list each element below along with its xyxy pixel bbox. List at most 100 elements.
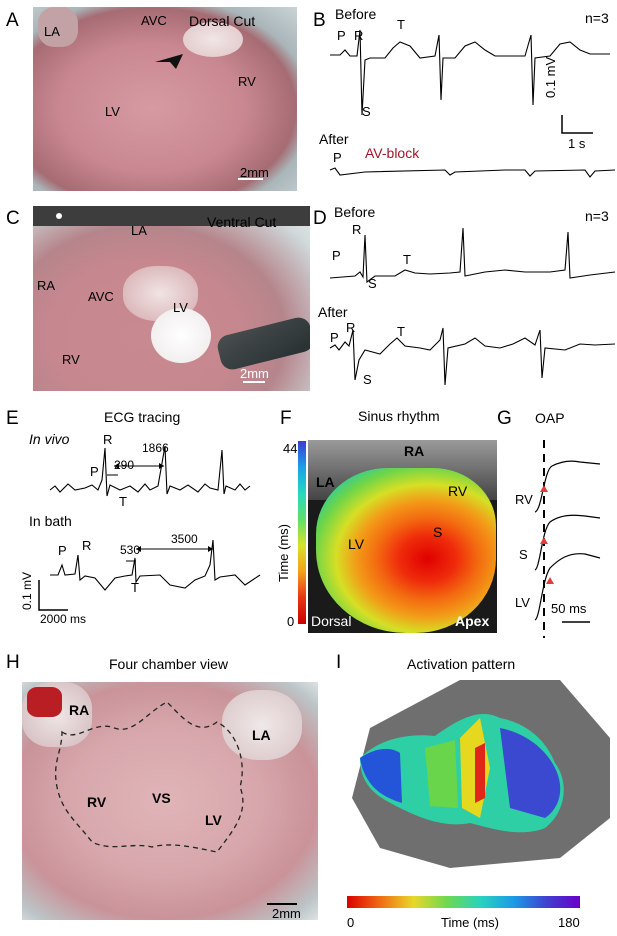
wave-s-after-d: S (363, 372, 372, 387)
la-tissue-h (222, 690, 302, 760)
wave-t-d: T (403, 252, 411, 267)
scale-label-g: 50 ms (551, 601, 587, 616)
wave-p-d: P (332, 248, 341, 263)
colorbar-f (298, 441, 306, 624)
wave-s-d: S (368, 276, 377, 291)
wave-t-after-d: T (397, 324, 405, 339)
panel-letter-h: H (6, 652, 20, 673)
marker-dot (56, 213, 62, 219)
label-rv-g: RV (515, 492, 533, 507)
arrowhead-icon (155, 54, 183, 69)
panel-letter-c: C (6, 208, 20, 229)
label-vs-h: VS (152, 790, 171, 806)
map-region-red (475, 743, 485, 803)
label-lv: LV (105, 104, 120, 119)
oap-marker-lv (546, 577, 554, 584)
label-ra-h: RA (69, 702, 90, 718)
label-after-d: After (318, 304, 348, 320)
interval-530: 530 (120, 543, 141, 557)
scale-v-b: 0.1 mV (543, 56, 558, 98)
cbar-min-i: 0 (347, 915, 355, 930)
oap-lv (534, 553, 601, 621)
panel-letter-d: D (313, 208, 327, 229)
interval-1866: 1866 (142, 441, 169, 455)
wave-r-bath: R (82, 538, 92, 553)
clamp-top (33, 206, 310, 226)
label-lv-h: LV (205, 812, 222, 828)
title-dorsal-cut: Dorsal Cut (189, 13, 256, 29)
label-dorsal-f: Dorsal (311, 613, 352, 629)
wave-r-after-d: R (346, 320, 356, 335)
label-n-b: n=3 (585, 10, 609, 26)
cbar-label-i: Time (ms) (441, 915, 500, 930)
dorsal-cut-photo (33, 7, 297, 191)
title-sinus-rhythm: Sinus rhythm (358, 408, 440, 424)
label-rv-f: RV (448, 483, 468, 499)
label-before-b: Before (335, 6, 377, 22)
wave-p-e: P (90, 464, 99, 479)
panel-a-overlay (155, 54, 263, 180)
wave-r-d: R (352, 222, 362, 237)
trace-before-d (329, 227, 616, 284)
map-region-right (500, 728, 561, 818)
oap-marker-s (540, 537, 548, 544)
wave-r-b: R (354, 28, 364, 43)
dashed-outline-ventricles (55, 701, 244, 853)
avc-region (183, 22, 243, 57)
cbar-min-f: 0 (287, 614, 295, 629)
label-la-f: LA (316, 474, 335, 490)
label-la-h: LA (252, 727, 271, 743)
label-in-bath: In bath (29, 513, 72, 529)
oap-traces (534, 440, 601, 638)
map-activation (316, 468, 496, 633)
scalebar-b (561, 115, 593, 134)
cbar-max-f: 44 (283, 441, 298, 456)
title-activation-pattern: Activation pattern (407, 656, 516, 672)
oap-marker-rv (540, 485, 548, 492)
label-before-d: Before (334, 204, 376, 220)
panel-letter-f: F (280, 408, 292, 429)
title-oap: OAP (535, 410, 565, 426)
title-ecg-tracing: ECG tracing (104, 409, 181, 425)
label-n-d: n=3 (585, 208, 609, 224)
label-av-block: AV-block (365, 145, 420, 161)
label-apex-f: Apex (455, 613, 490, 629)
label-avc: AVC (141, 13, 167, 28)
panel-c-overlay (56, 213, 265, 383)
panel-letter-a: A (6, 10, 19, 31)
label-avc-c: AVC (88, 289, 114, 304)
map-region-green (425, 740, 458, 808)
interval-290: 290 (114, 458, 135, 472)
label-rv-c: RV (62, 352, 80, 367)
scale-label-c: 2mm (240, 366, 269, 381)
scale-v-e: 0.1 mV (20, 571, 34, 610)
four-chamber-photo (22, 682, 318, 920)
wave-t-bath: T (131, 580, 139, 595)
title-ventral-cut: Ventral Cut (207, 214, 277, 230)
label-lv-g: LV (515, 595, 530, 610)
wave-p-after-d: P (330, 330, 339, 345)
oap-rv (534, 460, 601, 513)
trace-in-vivo (49, 445, 251, 497)
activation-map-i (352, 680, 610, 868)
label-rv-h: RV (87, 794, 107, 810)
wave-p-after-b: P (333, 150, 342, 165)
cbar-max-i: 180 (558, 915, 580, 930)
scale-label-a: 2mm (240, 165, 269, 180)
oap-s (534, 514, 601, 571)
label-la: LA (44, 24, 60, 39)
label-ra-c: RA (37, 278, 56, 293)
blood-clot (27, 687, 62, 717)
wave-p-bath: P (58, 543, 67, 558)
label-lv-c: LV (173, 300, 188, 315)
scale-label-h: 2mm (272, 906, 301, 921)
panel-letter-e: E (6, 408, 19, 429)
trace-before-b (330, 29, 610, 116)
ventral-cut-photo (33, 206, 310, 391)
trace-after-d (329, 327, 616, 386)
wave-t-e: T (119, 494, 127, 509)
label-lv-f: LV (348, 536, 365, 552)
arrowheads-1866 (114, 463, 164, 469)
map-region-left (360, 748, 402, 803)
panel-h-overlay (55, 701, 297, 905)
